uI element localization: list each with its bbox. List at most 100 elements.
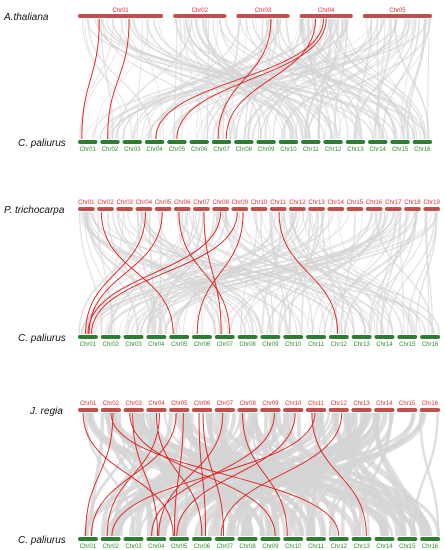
bottom-chromosome-label: Chr16 [414, 147, 431, 153]
collinearity-link [195, 211, 220, 335]
highlighted-gene-link [107, 18, 130, 140]
top-chromosome-label: Chr03 [255, 8, 272, 14]
bottom-chromosome-bar [351, 537, 372, 541]
top-chromosome-label: Chr01 [112, 8, 129, 14]
top-chromosome-label: Chr03 [126, 401, 143, 407]
bottom-chromosome-label: Chr04 [148, 544, 165, 550]
highlighted-gene-link [242, 412, 288, 537]
bottom-chromosome-label: Chr13 [353, 342, 370, 348]
bottom-chromosome-label: Chr02 [102, 147, 119, 153]
top-chromosome-bar [78, 207, 95, 211]
top-chromosome-label: Chr16 [366, 200, 383, 206]
collinearity-link [159, 211, 162, 335]
bottom-chromosome-label: Chr15 [392, 147, 409, 153]
bottom-chromosome-label: Chr01 [79, 147, 96, 153]
collinearity-link [89, 412, 105, 537]
top-chromosome-bar [419, 408, 440, 412]
collinearity-link [127, 211, 332, 335]
top-chromosome-bar [214, 408, 235, 412]
top-chromosome-bar [260, 408, 281, 412]
top-species-label: P. trichocarpa [4, 205, 65, 216]
collinearity-link [179, 18, 236, 140]
collinearity-link [194, 18, 334, 140]
top-chromosome-bar [384, 207, 402, 211]
bottom-chromosome-label: Chr14 [376, 342, 393, 348]
collinearity-link [90, 211, 436, 335]
collinearity-link [117, 412, 230, 537]
collinearity-link [94, 18, 150, 140]
bottom-chromosome-bar [192, 537, 212, 541]
collinearity-link [84, 18, 126, 140]
collinearity-link [282, 18, 407, 140]
top-chromosome-label: Chr06 [174, 200, 191, 206]
highlighted-gene-link [81, 18, 100, 140]
collinearity-link [254, 211, 326, 335]
collinearity-link [172, 18, 339, 140]
collinearity-link [381, 18, 420, 140]
collinearity-link [302, 211, 416, 335]
highlighted-gene-link [173, 412, 184, 537]
bottom-chromosome-bar [167, 140, 187, 144]
highlighted-gene-link [158, 412, 224, 537]
highlighted-gene-link [178, 211, 230, 335]
top-chromosome-bar [396, 408, 418, 412]
bottom-chromosome-bar [374, 537, 395, 541]
bottom-genome-track: Chr01 Chr02 Chr03 Chr04 Chr05 Chr06 Chr07 Chr08… [78, 140, 432, 153]
top-genome-track: Chr01 Chr02 Chr03 Chr04 Chr05 Chr06 Chr07 Chr08… [78, 401, 440, 412]
top-chromosome-bar [173, 14, 227, 18]
collinearity-link [307, 18, 342, 140]
bottom-chromosome-bar [146, 537, 167, 541]
collinearity-link [120, 18, 236, 140]
collinearity-link [164, 211, 389, 335]
background-links [83, 412, 441, 537]
collinearity-link [215, 211, 384, 335]
top-chromosome-label: Chr17 [385, 200, 402, 206]
bottom-chromosome-label: Chr04 [148, 342, 165, 348]
panel-athaliana-vs-cpaliurus: Chr01 Chr02 Chr03 Chr04 Chr05 Chr01 Chr02 Chr0… [3, 8, 432, 153]
top-chromosome-bar [269, 207, 287, 211]
bottom-chromosome-bar [214, 537, 235, 541]
highlighted-gene-link [198, 412, 206, 537]
collinearity-link [285, 18, 332, 140]
collinearity-link [272, 18, 293, 140]
collinearity-link [97, 211, 113, 335]
collinearity-link [311, 211, 377, 335]
bottom-chromosome-bar [169, 335, 190, 339]
top-chromosome-label: Chr05 [171, 401, 188, 407]
collinearity-link [163, 412, 311, 537]
bottom-chromosome-label: Chr10 [285, 544, 302, 550]
top-chromosome-label: Chr04 [148, 401, 165, 407]
bottom-chromosome-label: Chr13 [353, 544, 370, 550]
bottom-chromosome-label: Chr16 [422, 342, 439, 348]
top-chromosome-bar [100, 408, 122, 412]
bottom-chromosome-label: Chr14 [370, 147, 387, 153]
bottom-chromosome-bar [420, 335, 440, 339]
bottom-chromosome-label: Chr10 [280, 147, 297, 153]
bottom-chromosome-bar [146, 335, 167, 339]
bottom-chromosome-label: Chr02 [103, 544, 120, 550]
collinearity-link [116, 211, 216, 335]
top-chromosome-bar [116, 207, 134, 211]
highlighted-gene-link [203, 211, 222, 335]
top-chromosome-bar [351, 408, 372, 412]
highlighted-gene-link [155, 18, 324, 140]
collinearity-link [203, 18, 310, 140]
top-chromosome-label: Chr10 [251, 200, 268, 206]
highlighted-gene-link [82, 412, 174, 537]
highlighted-gene-link [91, 412, 177, 537]
top-chromosome-label: Chr13 [308, 200, 325, 206]
top-chromosome-label: Chr01 [78, 200, 95, 206]
collinearity-link [158, 211, 204, 335]
bottom-chromosome-label: Chr06 [194, 342, 211, 348]
top-chromosome-bar [374, 408, 395, 412]
collinearity-link [207, 412, 388, 537]
bottom-chromosome-bar [345, 140, 366, 144]
collinearity-link [106, 412, 155, 537]
collinearity-link [393, 18, 430, 140]
highlighted-gene-link [100, 211, 174, 335]
bottom-chromosome-label: Chr11 [308, 544, 325, 550]
highlighted-gene-link [91, 211, 238, 335]
top-chromosome-bar [146, 408, 167, 412]
top-chromosome-label: Chr01 [80, 401, 97, 407]
